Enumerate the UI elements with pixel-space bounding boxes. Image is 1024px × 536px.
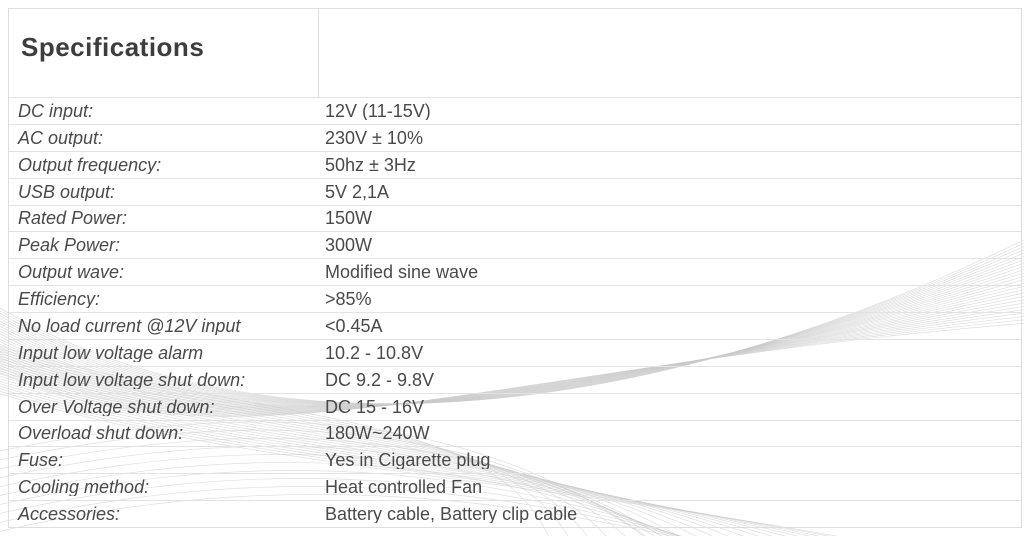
table-header-row: Specifications [9, 9, 1021, 97]
table-row: Cooling method: Heat controlled Fan [9, 473, 1021, 500]
table-row: DC input: 12V (11-15V) [9, 97, 1021, 124]
table-row: Accessories: Battery cable, Battery clip … [9, 500, 1021, 527]
spec-value: 50hz ± 3Hz [325, 155, 416, 174]
spec-value: >85% [325, 290, 372, 309]
spec-value: 230V ± 10% [325, 128, 423, 147]
table-row: Efficiency: >85% [9, 285, 1021, 312]
spec-label: No load current @12V input [18, 316, 241, 335]
header-value-cell [319, 9, 1021, 97]
table-row: Input low voltage shut down: DC 9.2 - 9.8… [9, 365, 1021, 393]
spec-label: Efficiency: [18, 290, 101, 309]
table-row: Output frequency: 50hz ± 3Hz [9, 150, 1021, 178]
table-row: Output wave: Modified sine wave [9, 258, 1021, 285]
table-row: Rated Power: 150W [9, 204, 1021, 232]
spec-value: Modified sine wave [325, 263, 479, 282]
spec-label: Fuse: [18, 451, 64, 470]
table-row: AC output: 230V ± 10% [9, 123, 1021, 151]
spec-value: 180W~240W [325, 424, 430, 443]
spec-label: Overload shut down: [18, 424, 184, 443]
spec-value: 5V 2,1A [325, 182, 390, 201]
header-label-cell: Specifications [9, 9, 319, 97]
spec-label: Accessories: [18, 505, 121, 524]
spec-value: 150W [325, 209, 373, 228]
spec-value: Battery cable, Battery clip cable [325, 505, 578, 524]
page-title: Specifications [21, 32, 205, 62]
table-row: Peak Power: 300W [9, 231, 1021, 258]
spec-label: Output wave: [18, 263, 125, 282]
spec-label: USB output: [18, 182, 116, 201]
spec-label: Input low voltage alarm [18, 343, 204, 362]
spec-value: DC 9.2 - 9.8V [325, 370, 435, 389]
spec-label: Cooling method: [18, 478, 150, 497]
spec-label: Output frequency: [18, 155, 162, 174]
spec-value: Yes in Cigarette plug [325, 451, 491, 470]
spec-value: 12V (11-15V) [325, 101, 431, 120]
specifications-table: Specifications DC input: 12V (11-15V) AC o… [8, 8, 1022, 528]
table-row: Fuse: Yes in Cigarette plug [9, 446, 1021, 473]
spec-label: DC input: [18, 101, 94, 120]
table-row: USB output: 5V 2,1A [9, 177, 1021, 205]
table-row: Input low voltage alarm 10.2 - 10.8V [9, 338, 1021, 366]
spec-label: Peak Power: [18, 236, 121, 255]
spec-label: AC output: [18, 128, 104, 147]
spec-label: Input low voltage shut down: [18, 370, 246, 389]
spec-value: <0.45A [325, 316, 383, 335]
spec-label: Rated Power: [18, 209, 128, 228]
table-row: No load current @12V input <0.45A [9, 312, 1021, 339]
spec-value: 300W [325, 236, 373, 255]
table-row: Overload shut down: 180W~240W [9, 419, 1021, 447]
spec-label: Over Voltage shut down: [18, 397, 215, 416]
spec-value: Heat controlled Fan [325, 478, 483, 497]
spec-value: 10.2 - 10.8V [325, 343, 424, 362]
table-row: Over Voltage shut down: DC 15 - 16V [9, 392, 1021, 420]
spec-rows: DC input: 12V (11-15V) AC output: 230V ± 10… [9, 97, 1021, 527]
spec-value: DC 15 - 16V [325, 397, 425, 416]
